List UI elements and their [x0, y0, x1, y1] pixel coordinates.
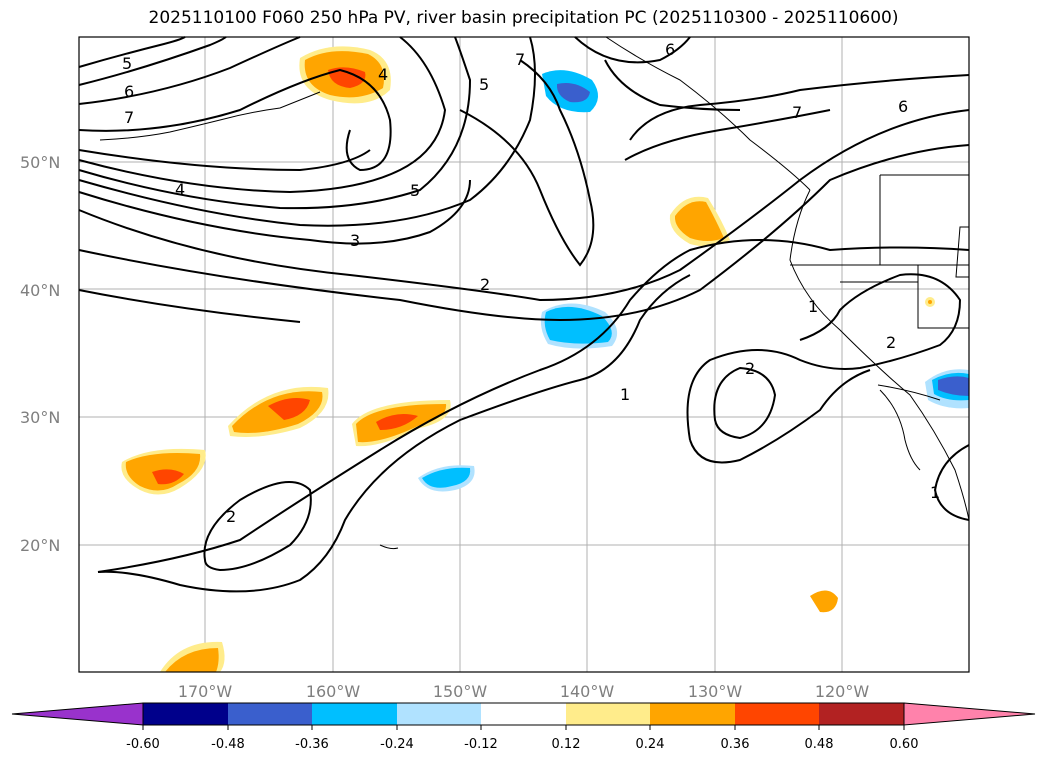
precip-positive-blob	[165, 648, 219, 672]
precip-positive-blob	[674, 201, 724, 241]
precip-positive-blob	[268, 398, 310, 420]
contour-label: 1	[930, 483, 940, 502]
precip-shading	[121, 46, 969, 672]
contour-label: 7	[124, 108, 134, 127]
precip-positive-blob	[928, 300, 932, 304]
contour-label: 2	[226, 507, 236, 526]
colorbar: -0.60 -0.48 -0.36 -0.24 -0.12 0.12 0.24 …	[11, 702, 1036, 752]
colorbar-tick-label: -0.60	[126, 737, 160, 752]
contour-label: 5	[410, 181, 420, 200]
precip-positive-blob	[328, 67, 366, 88]
colorbar-segment	[312, 703, 397, 725]
contour-label: 2	[480, 275, 490, 294]
lat-label: 30°N	[20, 408, 60, 427]
lon-label: 140°W	[560, 682, 615, 701]
contour-labels: 5 6 7 4 6 7 5 7 6 5 4 3 2 1 1 2 2 2 1	[122, 40, 940, 526]
lat-label: 40°N	[20, 281, 60, 300]
colorbar-extend-max	[903, 702, 1036, 726]
colorbar-tick-label: -0.48	[211, 737, 245, 752]
lon-label: 130°W	[688, 682, 743, 701]
colorbar-segment	[228, 703, 312, 725]
lon-labels: 170°W 160°W 150°W 140°W 130°W 120°W	[178, 682, 870, 701]
contour-label: 1	[620, 385, 630, 404]
pv-contours	[78, 36, 970, 593]
map-background	[79, 37, 969, 672]
contour-label: 5	[479, 75, 489, 94]
map-title: 2025110100 F060 250 hPa PV, river basin …	[148, 8, 899, 28]
contour-label: 6	[898, 97, 908, 116]
precip-negative-blob	[422, 467, 471, 488]
colorbar-tick-label: 0.36	[721, 737, 750, 752]
colorbar-segment	[735, 703, 819, 725]
colorbar-extend-min	[11, 702, 144, 726]
contour-label: 1	[808, 297, 818, 316]
contour-label: 4	[378, 65, 388, 84]
colorbar-segment	[566, 703, 650, 725]
contour-label: 7	[792, 103, 802, 122]
contour-label: 5	[122, 54, 132, 73]
contour-label: 2	[745, 359, 755, 378]
lat-label: 20°N	[20, 536, 60, 555]
lon-label: 120°W	[815, 682, 870, 701]
contour-label: 3	[350, 231, 360, 250]
colorbar-tick-label: -0.24	[380, 737, 414, 752]
precip-negative-blob	[556, 83, 590, 103]
precip-positive-blob	[152, 469, 184, 485]
contour-label: 4	[175, 180, 185, 199]
map-frame	[78, 36, 970, 673]
lat-label: 50°N	[20, 153, 60, 172]
contour-label: 6	[665, 40, 675, 59]
colorbar-tick-label: 0.24	[636, 737, 665, 752]
colorbar-tick-label: 0.48	[805, 737, 834, 752]
precip-positive-blob	[810, 590, 838, 613]
precip-negative-blob	[544, 306, 612, 344]
lat-labels: 50°N 40°N 30°N 20°N	[20, 153, 60, 555]
contour-label: 6	[124, 82, 134, 101]
colorbar-segment	[650, 703, 735, 725]
colorbar-tick-label: 0.60	[890, 737, 919, 752]
lon-label: 170°W	[178, 682, 233, 701]
colorbar-ticks	[142, 725, 905, 730]
colorbar-tick-label: 0.12	[552, 737, 581, 752]
lon-label: 160°W	[306, 682, 361, 701]
coastlines	[99, 36, 970, 550]
colorbar-segment	[481, 703, 566, 725]
precip-positive-blob	[376, 414, 418, 430]
colorbar-segment	[397, 703, 481, 725]
contour-label: 2	[886, 333, 896, 352]
colorbar-segment	[143, 703, 228, 725]
colorbar-tick-label: -0.36	[295, 737, 329, 752]
precip-negative-blob	[938, 376, 969, 396]
colorbar-segment	[819, 703, 904, 725]
contour-label: 7	[515, 50, 525, 69]
colorbar-tick-label: -0.12	[464, 737, 498, 752]
lon-label: 150°W	[433, 682, 488, 701]
